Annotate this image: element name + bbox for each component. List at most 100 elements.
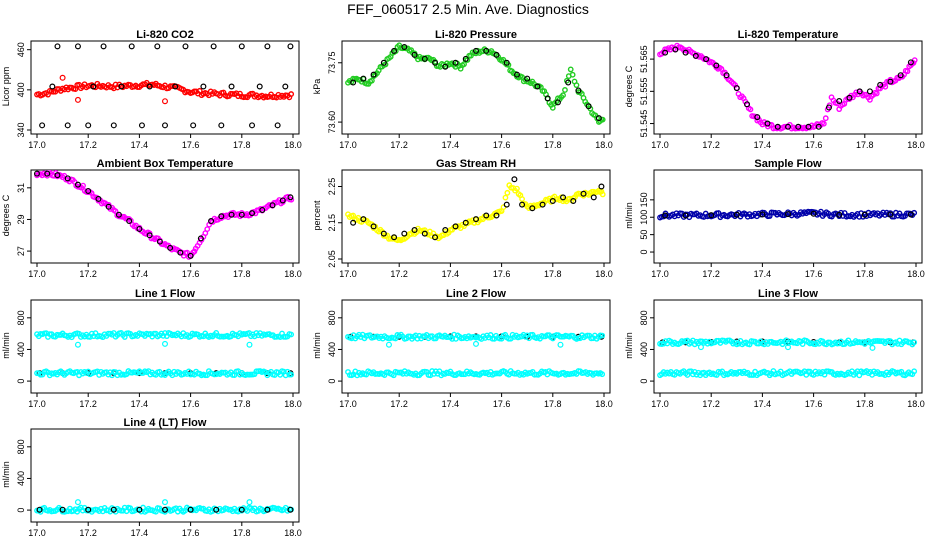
data-point — [162, 122, 169, 129]
data-point — [256, 83, 263, 90]
x-tick-label: 17.4 — [442, 399, 460, 409]
data-point — [74, 341, 81, 348]
data-point — [411, 227, 418, 234]
data-point — [360, 75, 367, 82]
data-point — [391, 234, 398, 241]
data-point — [350, 219, 357, 226]
y-tick-label: 400 — [639, 342, 649, 357]
data-point — [287, 43, 294, 50]
y-axis-label: degrees C — [1, 194, 11, 236]
data-point — [595, 115, 602, 122]
series-raw-low — [34, 368, 295, 379]
panel-frame — [341, 169, 611, 264]
data-point — [733, 211, 740, 218]
data-point — [64, 122, 71, 129]
data-point — [110, 506, 117, 513]
data-point — [350, 79, 357, 86]
series-average — [350, 176, 605, 241]
y-tick-label: 800 — [16, 310, 26, 325]
data-point — [539, 201, 546, 208]
x-tick-label: 17.6 — [182, 140, 200, 150]
data-point — [503, 201, 510, 208]
x-tick-label: 17.6 — [493, 399, 511, 409]
data-point — [529, 205, 536, 212]
data-point — [246, 341, 253, 348]
x-tick-label: 17.0 — [28, 399, 46, 409]
data-point — [287, 194, 294, 201]
data-point — [866, 88, 873, 95]
panel-frame — [30, 428, 300, 523]
data-point — [565, 79, 572, 86]
y-tick-label: 2.05 — [327, 250, 337, 268]
data-point — [187, 506, 194, 513]
data-point — [869, 344, 876, 351]
data-point — [562, 87, 568, 93]
x-tick-label: 17.2 — [79, 140, 97, 150]
data-point — [74, 96, 81, 103]
data-point — [204, 226, 211, 233]
series-raw — [657, 368, 918, 379]
series-raw — [657, 208, 918, 221]
y-axis-label: Licor ppm — [1, 67, 11, 107]
data-point — [462, 55, 469, 62]
data-point — [549, 198, 556, 205]
data-point — [846, 94, 853, 101]
data-point — [815, 123, 822, 130]
x-tick-label: 17.4 — [131, 269, 149, 279]
data-point — [784, 123, 791, 130]
data-point — [33, 170, 40, 177]
series-raw — [34, 504, 295, 515]
data-point — [380, 59, 387, 66]
y-tick-label: 51.565 — [639, 45, 649, 73]
panel-frame — [30, 169, 300, 264]
x-tick-label: 17.4 — [754, 269, 772, 279]
data-point — [191, 248, 198, 255]
x-tick-label: 18.0 — [284, 528, 302, 538]
data-point — [36, 506, 43, 513]
x-tick-label: 17.0 — [651, 399, 669, 409]
data-point — [100, 43, 107, 50]
data-point — [473, 216, 480, 223]
data-point — [167, 244, 174, 251]
y-tick-label: 27 — [16, 246, 26, 256]
data-point — [549, 104, 556, 111]
data-point — [218, 122, 225, 129]
data-point — [882, 83, 889, 90]
x-tick-label: 18.0 — [907, 399, 925, 409]
y-tick-label: 29 — [16, 214, 26, 224]
chart-panel-5: Gas Stream RH 17.0 17.2 17.4 17.6 17.8 18.0 2.0… — [312, 158, 613, 279]
panel-title: Line 3 Flow — [758, 288, 818, 300]
data-point — [483, 212, 490, 219]
panel-title: Line 4 (LT) Flow — [124, 417, 207, 429]
data-point — [228, 211, 235, 218]
data-point — [911, 339, 918, 346]
data-point — [85, 506, 92, 513]
x-tick-label: 17.8 — [233, 399, 251, 409]
data-point — [200, 83, 207, 90]
data-point — [519, 196, 525, 202]
data-point — [228, 83, 235, 90]
data-point — [598, 183, 605, 190]
series-raw — [345, 182, 606, 244]
data-point — [421, 55, 428, 62]
data-point — [370, 71, 377, 78]
data-point — [822, 115, 829, 122]
series-raw — [345, 368, 606, 379]
panel-data — [345, 331, 606, 379]
panel-frame — [653, 169, 923, 264]
data-point — [249, 210, 256, 217]
data-point — [836, 97, 843, 104]
y-tick-label: 0 — [16, 379, 26, 384]
data-point — [162, 340, 169, 347]
y-axis-label: ml/min — [624, 202, 634, 229]
data-point — [502, 194, 509, 201]
y-tick-label: 51.545 — [639, 110, 649, 138]
data-point — [432, 234, 439, 241]
data-point — [49, 83, 56, 90]
y-axis-label: percent — [312, 200, 322, 231]
figure-title: FEF_060517 2.5 Min. Ave. Diagnostics — [347, 1, 589, 17]
y-tick-label: 2.15 — [327, 214, 337, 232]
data-point — [744, 101, 751, 108]
data-point — [162, 499, 169, 506]
series-raw-high — [657, 337, 918, 348]
